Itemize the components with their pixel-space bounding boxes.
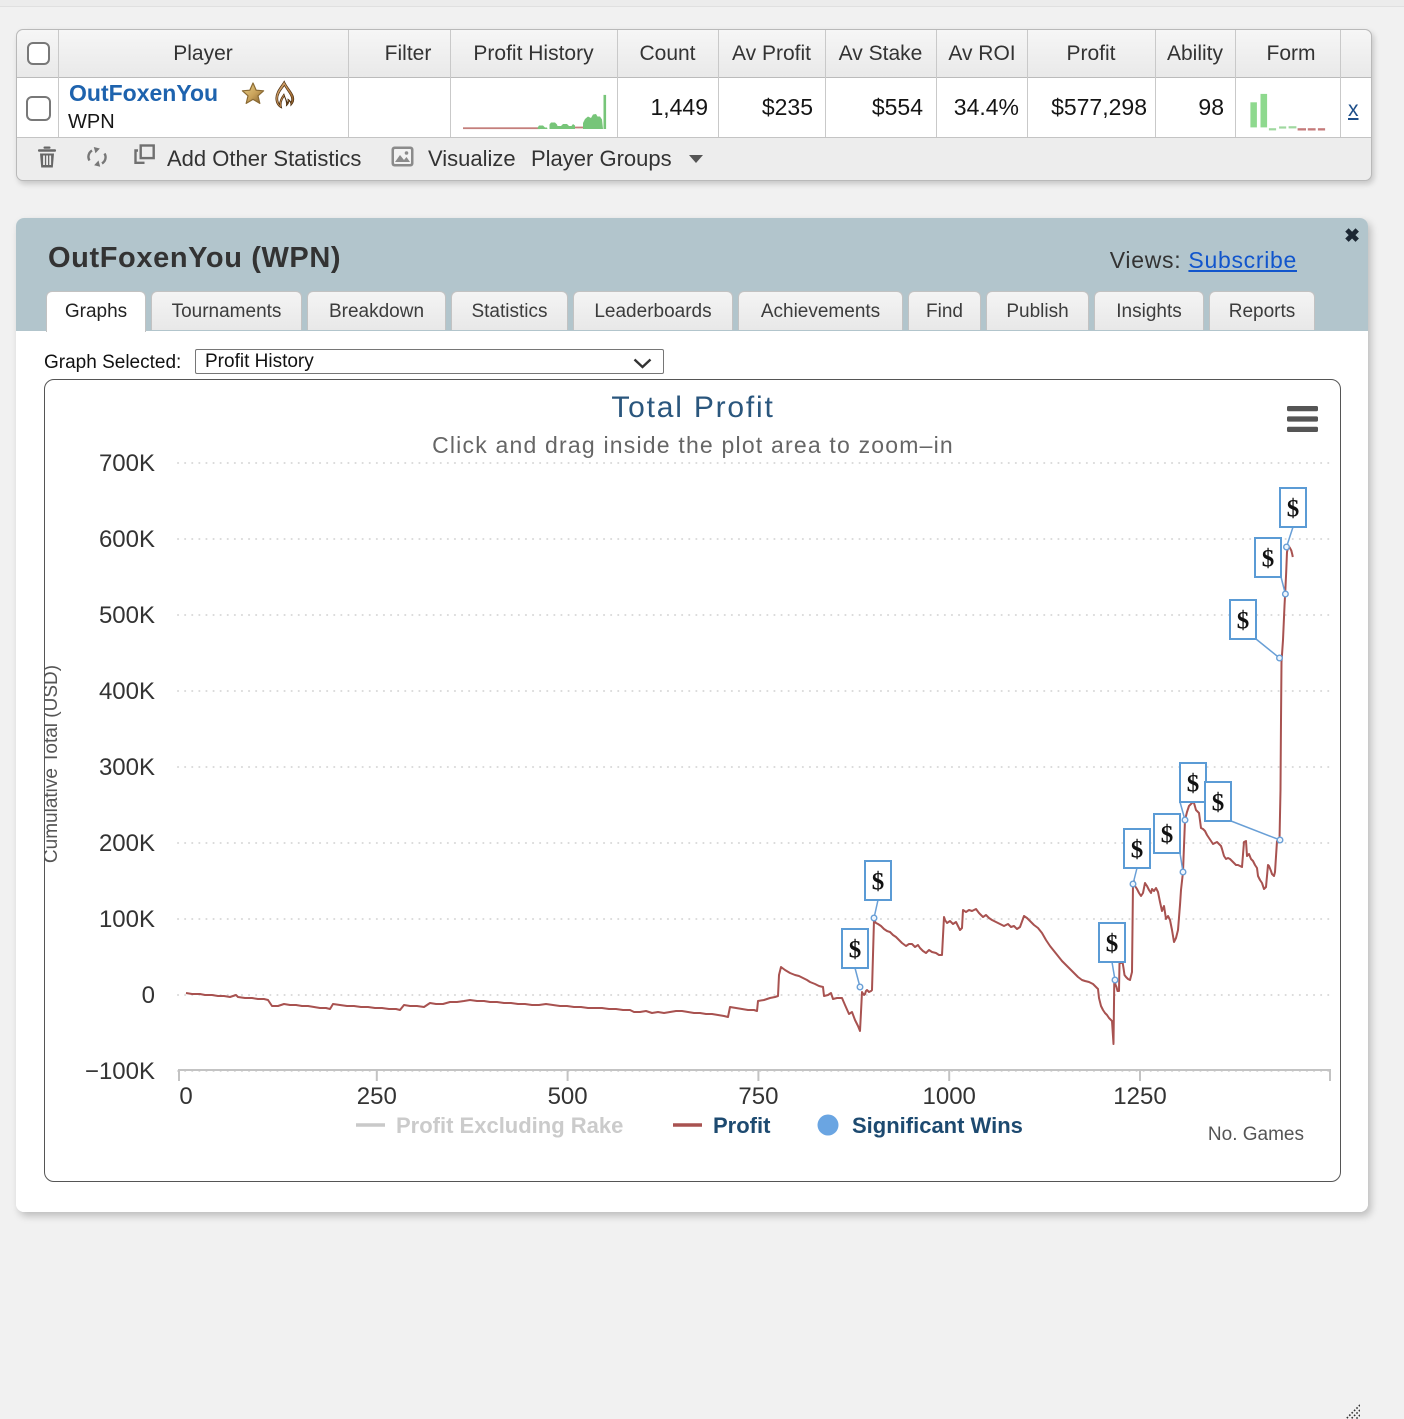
- svg-text:Significant Wins: Significant Wins: [852, 1113, 1023, 1138]
- svg-text:$: $: [1131, 837, 1144, 864]
- svg-text:$: $: [1187, 771, 1200, 798]
- svg-text:100K: 100K: [99, 906, 155, 933]
- svg-text:Profit: Profit: [713, 1113, 771, 1138]
- svg-text:Cumulative Total (USD): Cumulative Total (USD): [44, 665, 62, 863]
- svg-text:$: $: [1287, 496, 1300, 523]
- svg-text:Profit Excluding Rake: Profit Excluding Rake: [396, 1113, 623, 1138]
- svg-text:$: $: [1262, 546, 1275, 573]
- svg-text:750: 750: [738, 1083, 778, 1110]
- svg-text:−100K: −100K: [85, 1058, 155, 1085]
- svg-text:$: $: [1237, 608, 1250, 635]
- svg-text:500K: 500K: [99, 602, 155, 629]
- svg-text:Total Profit: Total Profit: [611, 391, 774, 424]
- svg-text:250: 250: [357, 1083, 397, 1110]
- svg-text:$: $: [1161, 822, 1174, 849]
- svg-text:400K: 400K: [99, 678, 155, 705]
- svg-text:600K: 600K: [99, 526, 155, 553]
- svg-text:1000: 1000: [923, 1083, 976, 1110]
- svg-text:200K: 200K: [99, 830, 155, 857]
- svg-text:No. Games: No. Games: [1208, 1124, 1304, 1145]
- svg-text:Click and drag inside the plot: Click and drag inside the plot area to z…: [432, 432, 954, 458]
- svg-text:0: 0: [142, 982, 155, 1009]
- svg-text:$: $: [1106, 931, 1119, 958]
- svg-text:$: $: [1212, 790, 1225, 817]
- svg-text:$: $: [849, 937, 862, 964]
- svg-text:500: 500: [548, 1083, 588, 1110]
- svg-text:1250: 1250: [1113, 1083, 1166, 1110]
- svg-text:700K: 700K: [99, 450, 155, 477]
- svg-text:$: $: [872, 869, 885, 896]
- svg-text:0: 0: [179, 1083, 192, 1110]
- svg-text:300K: 300K: [99, 754, 155, 781]
